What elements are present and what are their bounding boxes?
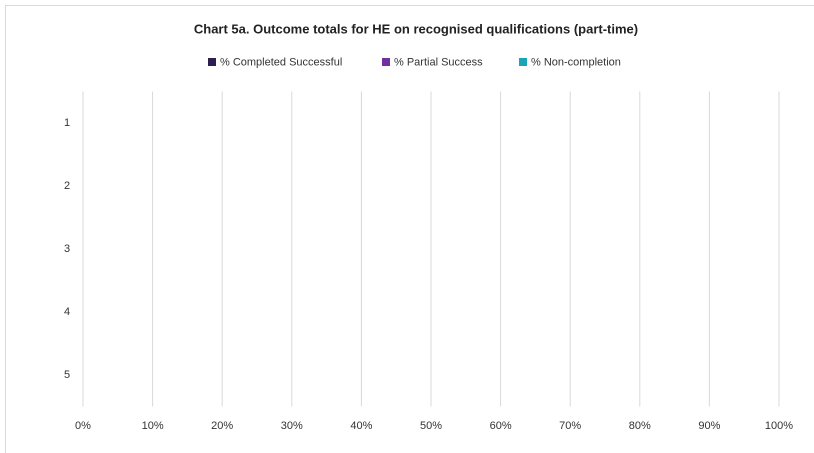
- legend-label: % Non-completion: [531, 56, 621, 68]
- x-tick-label: 30%: [281, 420, 303, 432]
- chart-frame: [5, 5, 814, 453]
- x-tick-label: 20%: [211, 420, 233, 432]
- x-tick-label: 10%: [142, 420, 164, 432]
- y-tick-label: 4: [64, 306, 70, 318]
- legend-swatch: [208, 58, 216, 66]
- x-tick-label: 0%: [75, 420, 91, 432]
- x-tick-label: 70%: [559, 420, 581, 432]
- y-tick-label: 1: [64, 117, 70, 129]
- x-tick-label: 50%: [420, 420, 442, 432]
- chart-title: Chart 5a. Outcome totals for HE on recog…: [194, 21, 638, 36]
- legend-swatch: [519, 58, 527, 66]
- y-tick-label: 3: [64, 243, 70, 255]
- x-tick-label: 80%: [629, 420, 651, 432]
- x-tick-label: 90%: [698, 420, 720, 432]
- y-tick-label: 2: [64, 180, 70, 192]
- legend-swatch: [382, 58, 390, 66]
- legend-label: % Partial Success: [394, 56, 483, 68]
- x-tick-label: 60%: [490, 420, 512, 432]
- x-tick-label: 40%: [350, 420, 372, 432]
- y-tick-label: 5: [64, 369, 70, 381]
- x-tick-label: 100%: [765, 420, 793, 432]
- legend-label: % Completed Successful: [220, 56, 342, 68]
